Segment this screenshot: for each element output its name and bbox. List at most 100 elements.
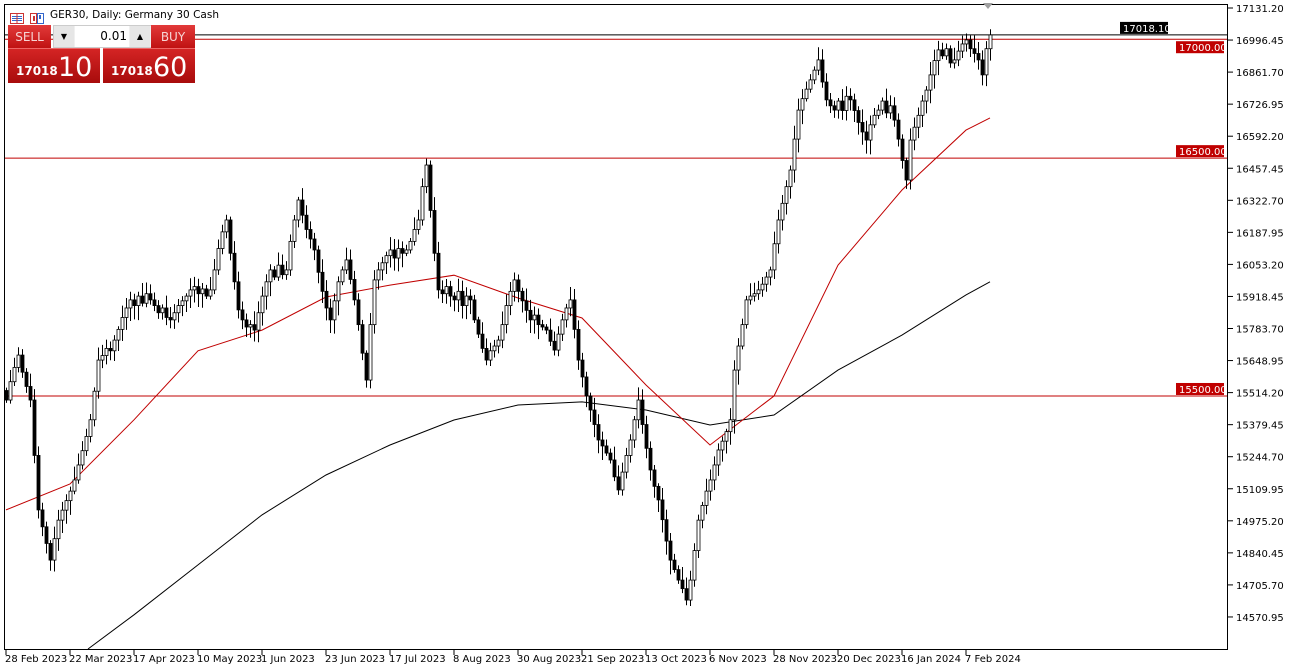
bull-candle [112, 339, 117, 352]
chart-window-icon[interactable] [30, 9, 44, 24]
bear-candle [432, 210, 437, 254]
bull-candle [212, 269, 217, 291]
bull-candle [808, 79, 813, 90]
bear-candle [392, 249, 397, 259]
bull-candle [920, 100, 925, 116]
bear-candle [660, 499, 665, 521]
bull-candle [696, 519, 701, 551]
y-tick-label: 14840.45 [1236, 549, 1284, 560]
bear-candle [608, 452, 613, 461]
bear-candle [24, 371, 29, 387]
bear-candle [228, 219, 233, 254]
bull-candle [260, 295, 265, 314]
bull-candle [388, 249, 393, 257]
sell-button[interactable]: SELL [8, 25, 51, 48]
bear-candle [592, 409, 597, 425]
buy-button[interactable]: BUY [151, 25, 195, 48]
bull-candle [220, 231, 225, 249]
bull-candle [932, 60, 937, 76]
bull-candle [944, 48, 949, 57]
bear-candle [684, 588, 689, 601]
bear-candle [572, 299, 577, 330]
x-tick-label: 6 Nov 2023 [709, 654, 767, 665]
bull-candle [712, 464, 717, 481]
bull-candle [752, 293, 757, 297]
y-tick-label: 16187.95 [1236, 228, 1284, 239]
bull-candle [512, 279, 517, 292]
bear-candle [468, 295, 473, 301]
bull-candle [724, 431, 729, 442]
bid-price-label: 17018.10 [1123, 24, 1171, 35]
x-tick-label: 20 Dec 2023 [837, 654, 901, 665]
bull-candle [688, 579, 693, 601]
bear-candle [320, 271, 325, 292]
x-tick-label: 23 Jun 2023 [325, 654, 385, 665]
x-tick-label: 17 Jul 2023 [389, 654, 446, 665]
bear-candle [948, 48, 953, 64]
bull-candle [248, 324, 253, 328]
bull-candle [492, 345, 497, 352]
bear-candle [44, 526, 49, 544]
y-tick-label: 15244.70 [1236, 453, 1284, 464]
bull-candle [424, 164, 429, 188]
bull-candle [184, 295, 189, 302]
bull-candle [704, 490, 709, 506]
bear-candle [552, 340, 557, 351]
bear-candle [316, 249, 321, 273]
bull-candle [292, 219, 297, 242]
y-tick-label: 17131.20 [1236, 4, 1284, 15]
x-tick-label: 17 Apr 2023 [133, 654, 195, 665]
menu-list-icon[interactable] [10, 9, 24, 24]
bull-candle [64, 500, 69, 511]
bull-candle [176, 305, 181, 314]
bear-candle [148, 293, 153, 301]
lot-increase-button[interactable]: ▲ [130, 26, 150, 47]
lot-size-stepper[interactable]: ▼ 0.01 ▲ [53, 25, 152, 48]
y-tick-label: 16726.95 [1236, 100, 1284, 111]
bear-candle [600, 439, 605, 447]
bear-candle [452, 295, 457, 301]
sell-price-button[interactable]: 17018 10 [8, 48, 100, 83]
bear-candle [852, 99, 857, 111]
bear-candle [324, 290, 329, 309]
bull-candle [700, 504, 705, 521]
bear-candle [440, 289, 445, 295]
bear-candle [596, 424, 601, 441]
bull-candle [632, 419, 637, 441]
bull-candle [144, 293, 149, 304]
lot-decrease-button[interactable]: ▼ [54, 26, 74, 47]
bear-candle [540, 324, 545, 328]
bear-candle [196, 286, 201, 295]
bear-candle [40, 509, 45, 528]
buy-price-button[interactable]: 17018 60 [103, 48, 195, 83]
bear-candle [536, 314, 541, 326]
bull-candle [872, 114, 877, 126]
level-price-tag [1176, 382, 1224, 395]
bull-candle [760, 283, 765, 291]
bear-candle [656, 485, 661, 501]
bull-candle [764, 276, 769, 285]
y-tick-label: 15918.45 [1236, 292, 1284, 303]
bull-candle [268, 269, 273, 283]
bull-candle [56, 519, 61, 540]
bull-candle [736, 345, 741, 371]
bull-candle [128, 299, 133, 309]
bear-candle [348, 259, 353, 280]
bear-candle [204, 288, 209, 297]
bear-candle [240, 309, 245, 321]
bull-candle [776, 219, 781, 245]
lot-size-input[interactable]: 0.01 [75, 26, 129, 47]
y-tick-label: 15109.95 [1236, 485, 1284, 496]
bull-candle [620, 471, 625, 491]
horizontal-levels [5, 34, 1228, 397]
level-price-label: 15500.00 [1179, 385, 1227, 396]
x-tick-label: 28 Feb 2023 [5, 654, 67, 665]
shift-marker-icon[interactable] [983, 3, 993, 9]
x-tick-label: 7 Feb 2024 [965, 654, 1021, 665]
bear-candle [616, 476, 621, 491]
bull-candle [716, 449, 721, 466]
bull-candle [836, 100, 841, 111]
bear-candle [472, 299, 477, 321]
bull-candle [384, 255, 389, 264]
